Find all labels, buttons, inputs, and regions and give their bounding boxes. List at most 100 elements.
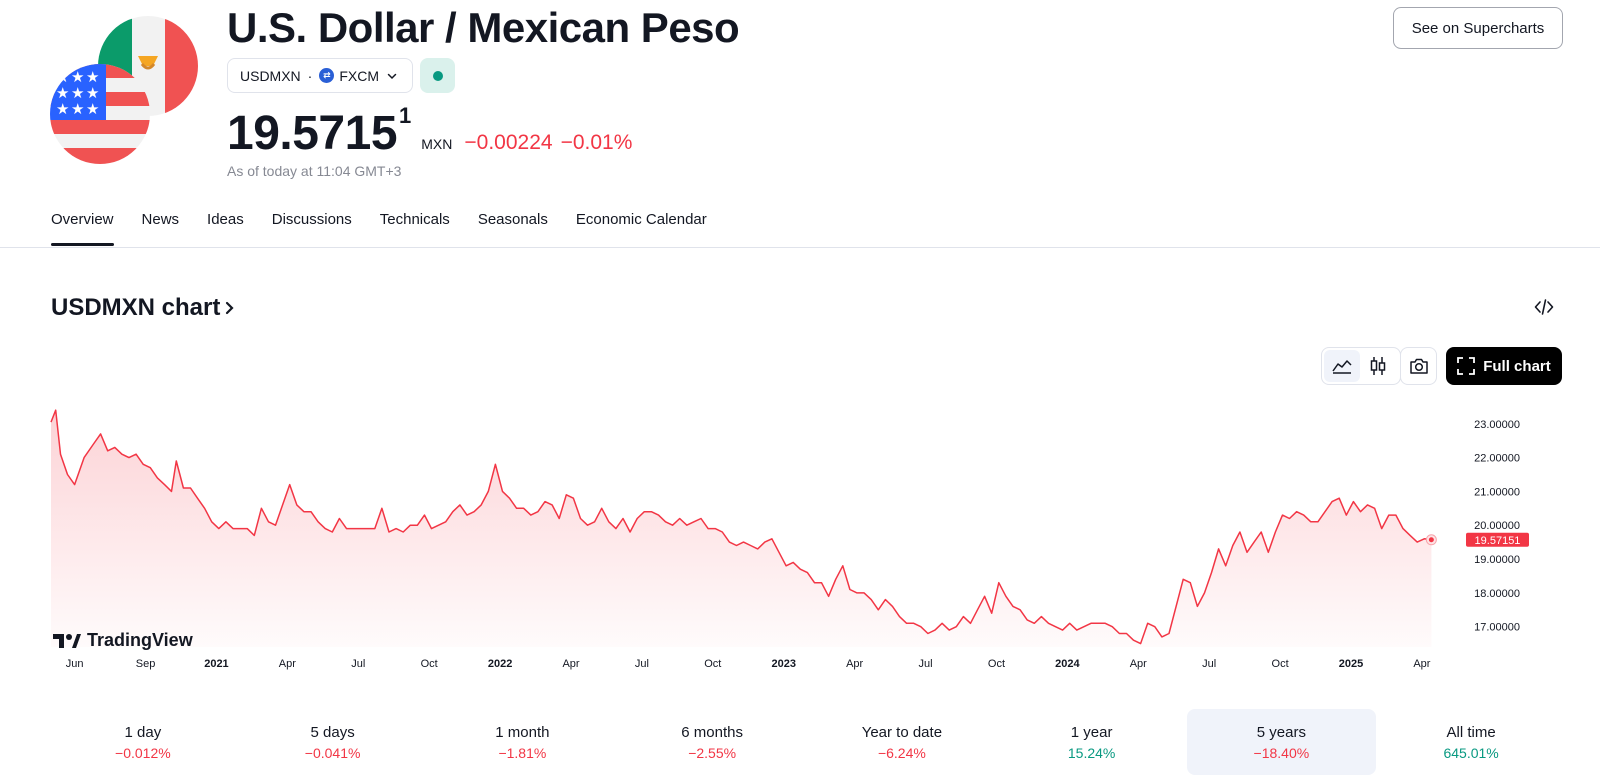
x-axis-tick-label: Apr: [846, 658, 863, 670]
y-axis-tick-label: 23.00000: [1474, 419, 1520, 431]
price-chart[interactable]: 23.00000 22.00000 21.00000 20.00000 19.00000…: [0, 395, 1600, 685]
svg-text:★: ★: [86, 68, 99, 86]
tradingview-logo-text: TradingView: [87, 630, 193, 650]
x-axis-tick-label: Apr: [1130, 658, 1147, 670]
period-label: 1 year: [1070, 723, 1113, 741]
period-performance-bar: 1 day −0.012% 5 days −0.041% 1 month −1.…: [48, 709, 1566, 775]
full-chart-button[interactable]: Full chart: [1446, 347, 1562, 385]
exchange-label: FXCM: [339, 67, 380, 84]
period-1-month[interactable]: 1 month −1.81%: [428, 709, 618, 775]
price-block: 19.5715 1 MXN −0.00224 −0.01%: [227, 103, 633, 161]
last-value-label: 19.57151: [1475, 535, 1521, 547]
last-point-marker: [1428, 537, 1434, 543]
x-axis-tick-label: Jun: [66, 658, 84, 670]
price-line: [50, 409, 1432, 645]
period-change: −0.041%: [304, 744, 361, 761]
svg-text:★: ★: [71, 100, 84, 118]
price-timestamp: As of today at 11:04 GMT+3: [227, 163, 402, 179]
tab-news[interactable]: News: [141, 211, 180, 228]
period-5-days[interactable]: 5 days −0.041%: [238, 709, 428, 775]
period-change: 15.24%: [1067, 744, 1116, 761]
x-axis-tick-label: 2025: [1339, 658, 1363, 670]
tab-ideas[interactable]: Ideas: [207, 211, 244, 228]
chevron-right-icon: [226, 301, 234, 315]
snapshot-button[interactable]: [1400, 347, 1437, 385]
chart-heading-text: USDMXN chart: [51, 294, 221, 321]
x-axis-tick-label: Apr: [562, 658, 579, 670]
x-axis-tick-label: 2023: [771, 658, 795, 670]
last-price: 19.5715: [227, 107, 398, 160]
area-chart-style-button[interactable]: [1324, 350, 1360, 382]
chart-heading-link[interactable]: USDMXN chart: [51, 294, 236, 322]
x-axis-tick-label: Jul: [635, 658, 649, 670]
last-value-badge: [1466, 532, 1529, 547]
svg-text:★: ★: [71, 68, 84, 86]
chart-style-switcher: [1321, 347, 1401, 385]
price-change: −0.00224: [464, 131, 553, 154]
tab-seasonals[interactable]: Seasonals: [477, 211, 548, 228]
x-axis-tick-label: Jul: [1202, 658, 1216, 670]
x-axis-tick-label: Jul: [919, 658, 933, 670]
y-axis-tick-label: 19.00000: [1474, 554, 1520, 566]
symbol-label: USDMXN: [240, 67, 301, 84]
period-change: 645.01%: [1443, 744, 1499, 761]
market-open-dot-icon: [432, 70, 443, 81]
x-axis-tick-label: 2024: [1055, 658, 1080, 670]
camera-icon: [1409, 358, 1428, 374]
tab-discussions[interactable]: Discussions: [271, 211, 352, 228]
period-5-years[interactable]: 5 years −18.40%: [1186, 709, 1377, 775]
period-label: 6 months: [681, 723, 743, 741]
period-label: 5 years: [1256, 723, 1306, 741]
svg-text:★: ★: [71, 84, 84, 102]
x-axis-tick-label: Oct: [1272, 658, 1289, 670]
tab-overview[interactable]: Overview: [51, 211, 114, 249]
x-axis-tick-label: Oct: [421, 658, 438, 670]
area-chart-icon: [1332, 360, 1352, 374]
page-title: U.S. Dollar / Mexican Peso: [227, 4, 740, 51]
x-axis-tick-label: Apr: [1413, 658, 1430, 670]
y-axis-tick-label: 18.00000: [1474, 588, 1520, 600]
y-axis-tick-label: 20.00000: [1474, 520, 1520, 532]
tab-technicals[interactable]: Technicals: [379, 211, 450, 228]
period-1-year[interactable]: 1 year 15.24%: [997, 709, 1187, 775]
market-status-indicator[interactable]: [420, 58, 455, 93]
candles-chart-icon: [1370, 357, 1386, 375]
symbol-exchange-selector[interactable]: USDMXN · ⇄ FXCM: [227, 58, 413, 93]
tradingview-logo[interactable]: TradingView: [53, 630, 193, 651]
currency-pair-flags: ★ ★ ★ ★ ★ ★ ★ ★ ★: [48, 16, 200, 166]
x-axis-tick-label: Oct: [988, 658, 1005, 670]
price-area-fill: [51, 410, 1432, 647]
last-price-fraction: 1: [399, 103, 412, 128]
period-6-months[interactable]: 6 months −2.55%: [617, 709, 807, 775]
period-change: −2.55%: [688, 744, 737, 761]
period-all-time[interactable]: All time 645.01%: [1376, 709, 1566, 775]
tab-economic-calendar[interactable]: Economic Calendar: [575, 211, 707, 228]
x-axis-tick-label: Jul: [351, 658, 365, 670]
x-axis-tick-label: Oct: [704, 658, 721, 670]
tradingview-logo-icon: [53, 633, 81, 648]
fullscreen-icon: [1457, 357, 1476, 375]
period-label: All time: [1446, 723, 1496, 741]
price-change-percent: −0.01%: [560, 131, 633, 154]
period-label: 5 days: [310, 723, 355, 741]
period-year-to-date[interactable]: Year to date −6.24%: [807, 709, 997, 775]
y-axis-tick-label: 22.00000: [1474, 453, 1520, 465]
tabs-divider: [0, 247, 1600, 248]
period-1-day[interactable]: 1 day −0.012%: [48, 709, 238, 775]
period-label: Year to date: [861, 723, 943, 741]
period-label: 1 day: [124, 723, 162, 741]
svg-text:★: ★: [86, 84, 99, 102]
chevron-down-icon: [387, 71, 397, 81]
period-change: −6.24%: [877, 744, 926, 761]
full-chart-label: Full chart: [1483, 357, 1551, 375]
price-currency: MXN: [421, 136, 453, 152]
svg-text:★: ★: [56, 84, 69, 102]
x-axis-tick-label: 2021: [204, 658, 228, 670]
see-on-supercharts-button[interactable]: See on Supercharts: [1393, 7, 1563, 49]
y-axis-tick-label: 17.00000: [1474, 622, 1520, 634]
candles-chart-style-button[interactable]: [1360, 350, 1396, 382]
y-axis-tick-label: 21.00000: [1474, 486, 1520, 498]
embed-code-icon[interactable]: [1534, 298, 1554, 316]
x-axis-tick-label: Sep: [136, 658, 156, 670]
mexico-flag-icon: [98, 16, 198, 116]
